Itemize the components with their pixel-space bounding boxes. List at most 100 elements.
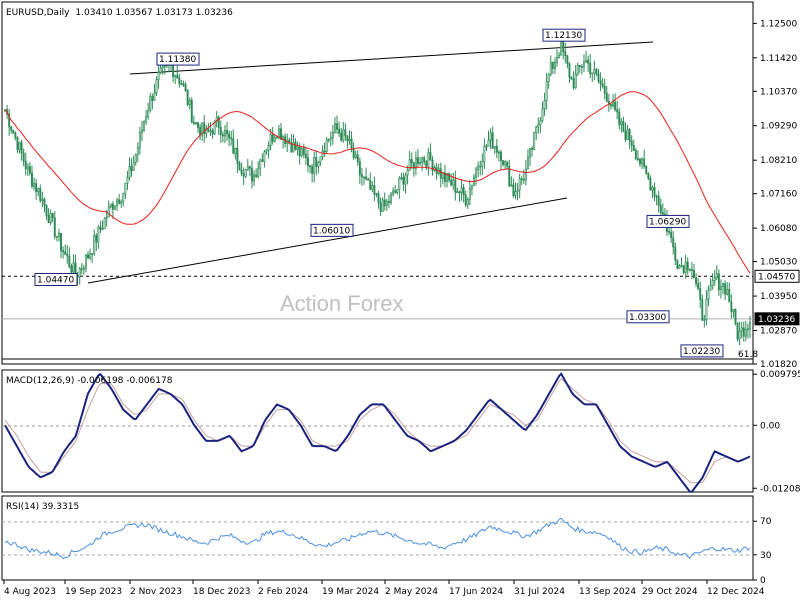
candle-body: [217, 116, 220, 128]
candle-body: [701, 298, 704, 321]
candle-body: [601, 83, 604, 87]
candle-body: [381, 199, 384, 212]
candle-body: [68, 255, 71, 267]
candle-body: [518, 178, 521, 191]
candle-body: [603, 85, 606, 94]
candle-body: [143, 121, 146, 131]
candle-body: [145, 116, 148, 123]
candle-body: [661, 212, 664, 215]
candle-body: [740, 327, 743, 332]
candle-body: [591, 72, 594, 75]
candle-body: [514, 191, 517, 197]
watermark: Action Forex: [280, 291, 404, 316]
candle-body: [304, 153, 307, 158]
candle-body: [464, 194, 467, 206]
candle-body: [53, 217, 56, 237]
x-tick-label: 2 Feb 2024: [258, 587, 309, 597]
candle-body: [373, 185, 376, 195]
candle-body: [55, 235, 58, 238]
candle-body: [396, 189, 399, 193]
candle-body: [508, 166, 511, 187]
candle-body: [271, 133, 274, 142]
candle-body: [404, 174, 407, 185]
macd-tick-label: 0.009795: [760, 370, 800, 380]
candle-body: [543, 100, 546, 110]
candle-body: [678, 265, 681, 269]
y-tick-label: 1.07160: [760, 190, 797, 200]
candle-body: [495, 145, 498, 153]
candle-body: [709, 285, 712, 291]
candle-body: [674, 246, 677, 261]
candle-body: [309, 165, 312, 168]
y-tick-label: 1.03950: [760, 292, 797, 302]
candle-body: [201, 122, 204, 136]
candle-body: [479, 165, 482, 168]
candle-body: [427, 152, 430, 168]
candle-body: [485, 145, 488, 148]
candle-body: [16, 137, 19, 151]
candle-body: [738, 330, 741, 340]
candle-body: [585, 59, 588, 63]
candle-body: [111, 203, 114, 210]
candle-body: [589, 63, 592, 75]
axis-price-box: [754, 269, 800, 283]
candle-body: [454, 179, 457, 193]
price-label-box: [310, 223, 354, 237]
candle-body: [35, 183, 38, 192]
candle-body: [354, 154, 357, 158]
candle-body: [184, 84, 187, 91]
candle-body: [524, 168, 527, 181]
candle-body: [489, 132, 492, 141]
candle-body: [153, 92, 156, 102]
price-panel: Action Forex 1.12500 1.11420 1.10370 1.0929…: [1, 1, 800, 370]
candle-body: [549, 62, 552, 75]
candle-body: [265, 149, 268, 153]
y-tick-label: 1.12500: [760, 19, 797, 29]
candle-body: [311, 166, 314, 174]
candle-body: [151, 96, 154, 102]
candle-body: [547, 73, 550, 82]
candle-body: [699, 288, 702, 300]
candle-body: [294, 141, 297, 150]
rsi-tick-label: 70: [760, 517, 772, 527]
candle-body: [657, 195, 660, 206]
candle-body: [556, 57, 558, 63]
candle-body: [323, 150, 326, 153]
candle-body: [502, 160, 505, 165]
candle-body: [236, 147, 239, 164]
moving-average-line: [4, 91, 751, 274]
candle-body: [620, 121, 623, 125]
candle-body: [190, 100, 193, 123]
candle-body: [118, 199, 121, 204]
candle-body: [248, 166, 251, 169]
candle-body: [605, 92, 608, 102]
candle-body: [487, 139, 490, 147]
candle-body: [676, 259, 679, 269]
candle-body: [570, 76, 573, 80]
candle-body: [684, 261, 687, 273]
candle-body: [717, 273, 720, 291]
x-tick-label: 29 Oct 2024: [642, 587, 698, 597]
macd-signal-line: [4, 377, 751, 484]
candle-body: [645, 165, 648, 174]
candle-body: [408, 159, 411, 171]
candle-body: [452, 179, 455, 186]
candle-body: [392, 190, 395, 195]
candle-body: [730, 301, 733, 312]
candle-body: [551, 62, 554, 69]
candle-body: [614, 101, 617, 111]
candle-body: [342, 129, 345, 141]
candle-body: [616, 109, 619, 113]
candle-body: [8, 113, 11, 128]
candle-body: [244, 169, 247, 177]
rsi-tick-label: 30: [760, 551, 772, 561]
candle-body: [130, 166, 133, 171]
candle-body: [379, 202, 382, 212]
macd-tick-label: -0.012081: [760, 484, 800, 494]
candle-body: [43, 198, 46, 206]
x-tick-label: 4 Aug 2023: [4, 587, 56, 597]
candle-body: [329, 137, 332, 140]
candle-body: [261, 159, 264, 162]
upper-trendline: [129, 41, 654, 75]
candle-body: [566, 55, 569, 65]
